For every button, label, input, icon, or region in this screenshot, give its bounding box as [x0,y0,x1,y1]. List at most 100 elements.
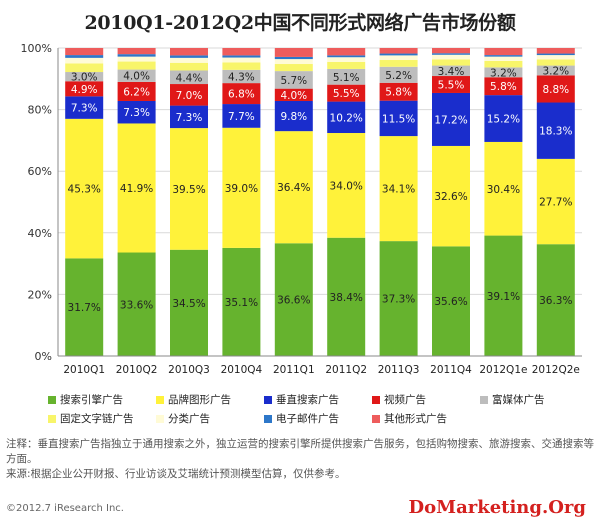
bar-segment [536,48,575,54]
x-tick-label: 2011Q4 [430,364,472,376]
bar-stack: 39.1% 30.4% 15.2% 5.8% 3.2% [484,48,523,356]
bar-segment [117,61,156,70]
bar-stack: 36.3% 27.7% 18.3% 8.8% 3.2% [536,48,575,356]
bar-segment [65,81,104,97]
data-label: 18.3% [539,126,572,138]
bar-segment [170,55,208,58]
data-label: 17.2% [434,114,467,126]
bar-segment [536,53,575,56]
bar-segment [327,237,366,356]
legend-swatch-other [372,414,380,423]
data-label: 34.0% [330,180,363,192]
bar-segment [327,68,366,85]
data-label: 39.0% [225,183,258,195]
bar-segment [379,82,418,101]
bar-segment [117,69,156,82]
bar-segment [222,104,261,128]
bar-segment [222,48,261,56]
data-label: 7.0% [176,90,203,102]
legend-label-video: 视频广告 [384,394,426,406]
bar-segment [170,70,208,85]
legend-label-vertical-search: 垂直搜索广告 [276,394,339,406]
stacked-bar-chart: 31.7% 45.3% 7.3% 4.9%3.0% 33.6% 41.9% 7.3% 6.2%… [21,42,582,376]
data-label: 41.9% [120,183,153,195]
bar-segment [170,84,208,106]
bar-segment [170,105,208,129]
legend-item-brand: 品牌图形广告 [156,392,264,407]
bar-stack: 31.7% 45.3% 7.3% 4.9%3.0% [65,48,104,356]
data-label: 7.3% [71,103,98,115]
data-label: 4.9% [71,84,98,96]
data-label: 36.4% [277,182,310,194]
data-label: 33.6% [120,299,153,311]
legend-item-rich-media: 富媒体广告 [480,392,588,407]
y-tick-label: 0% [35,350,52,363]
data-label: 3.4% [438,66,465,78]
data-label: 5.5% [438,79,465,91]
bar-segment [170,62,208,71]
data-label: 34.1% [382,184,415,196]
legend-swatch-rich-media [480,395,488,404]
bar-segment [117,48,156,55]
bar-segment [536,75,575,103]
bar-segment [222,127,261,248]
data-label: 6.8% [228,89,255,101]
data-label: 3.2% [542,65,569,77]
bar-segment [379,66,418,83]
bar-segment [327,57,366,62]
data-label: 5.5% [333,88,360,100]
bar-stack: 35.1% 39.0% 7.7% 6.8% 4.3% [222,48,261,356]
data-label: 5.1% [333,72,360,84]
bar-segment [117,100,156,124]
data-label: 36.3% [539,295,572,307]
y-tick-label: 100% [21,42,52,55]
data-label: 31.7% [68,302,101,314]
bar-segment [536,65,575,76]
bar-segment [379,136,418,242]
bar-segment [484,48,523,56]
legend-swatch-email [264,414,272,423]
bar-segment [274,243,313,356]
data-label: 34.5% [172,298,205,310]
legend-label-classified: 分类广告 [168,413,210,425]
data-label: 3.0% [71,72,98,84]
bar-segment [484,60,523,68]
bar-segment [222,247,261,356]
bar-segment [65,96,104,119]
bar-segment [379,241,418,356]
y-tick-label: 20% [28,288,52,301]
bar-segment [65,57,104,64]
chart-note: 注释：垂直搜索广告指独立于通用搜索之外，独立运营的搜索引擎所提供搜索广告服务，包… [6,438,594,465]
bar-segment [327,61,366,69]
bar-segment [222,62,261,70]
legend-swatch-text-link [48,414,56,423]
legend-swatch-vertical-search [264,395,272,404]
bar-segment [117,81,156,101]
bar-segment [327,101,366,134]
legend-swatch-classified [156,414,164,423]
legend-swatch-brand [156,395,164,404]
bar-segment [484,55,523,57]
legend-item-search: 搜索引擎广告 [48,392,156,407]
data-label: 4.0% [280,90,307,102]
bar-segment [327,133,366,238]
data-label: 39.1% [487,291,520,303]
bar-segment [379,55,418,61]
bar-segment [170,48,208,56]
data-label: 8.8% [542,84,569,96]
x-tick-label: 2010Q2 [116,364,158,376]
bar-segment [432,54,470,60]
bar-segment [327,84,366,102]
bar-segment [170,249,208,356]
bar-segment [536,55,575,60]
bar-segment [274,48,313,57]
bar-segment [379,60,418,67]
legend-item-video: 视频广告 [372,392,480,407]
legend-swatch-video [372,395,380,404]
legend-item-email: 电子邮件广告 [264,411,372,426]
data-label: 5.8% [490,81,517,93]
legend-item-vertical-search: 垂直搜索广告 [264,392,372,407]
data-label: 38.4% [330,292,363,304]
data-label: 35.1% [225,297,258,309]
data-label: 45.3% [68,184,101,196]
